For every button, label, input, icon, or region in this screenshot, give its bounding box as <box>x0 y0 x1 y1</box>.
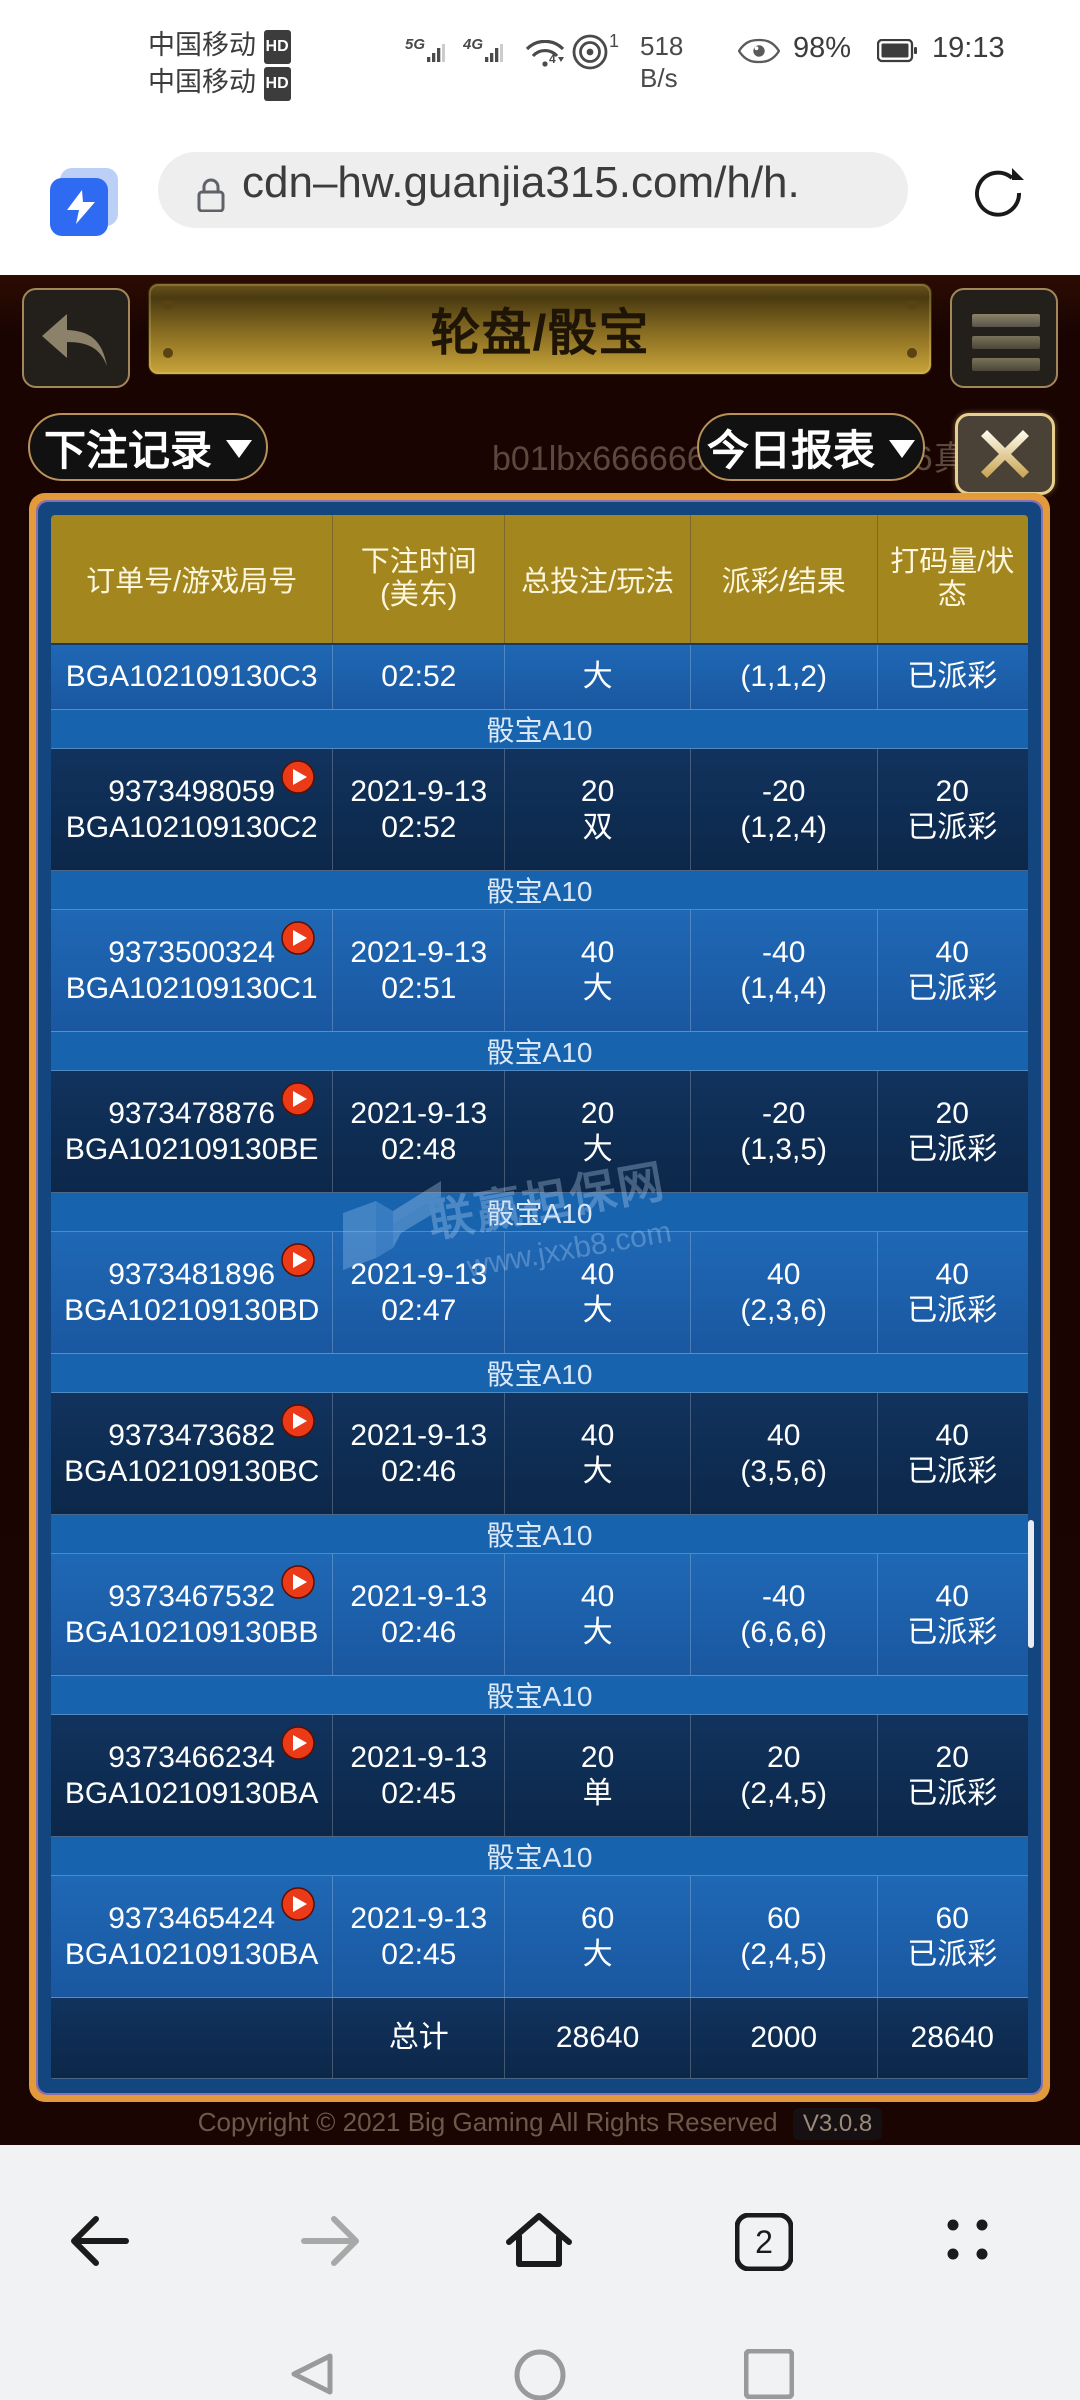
svg-text:4G: 4G <box>463 38 483 53</box>
svg-text:4: 4 <box>549 52 556 66</box>
svg-text:2: 2 <box>755 2224 773 2260</box>
svg-text:5G: 5G <box>405 38 425 53</box>
svg-text:1: 1 <box>609 34 619 51</box>
